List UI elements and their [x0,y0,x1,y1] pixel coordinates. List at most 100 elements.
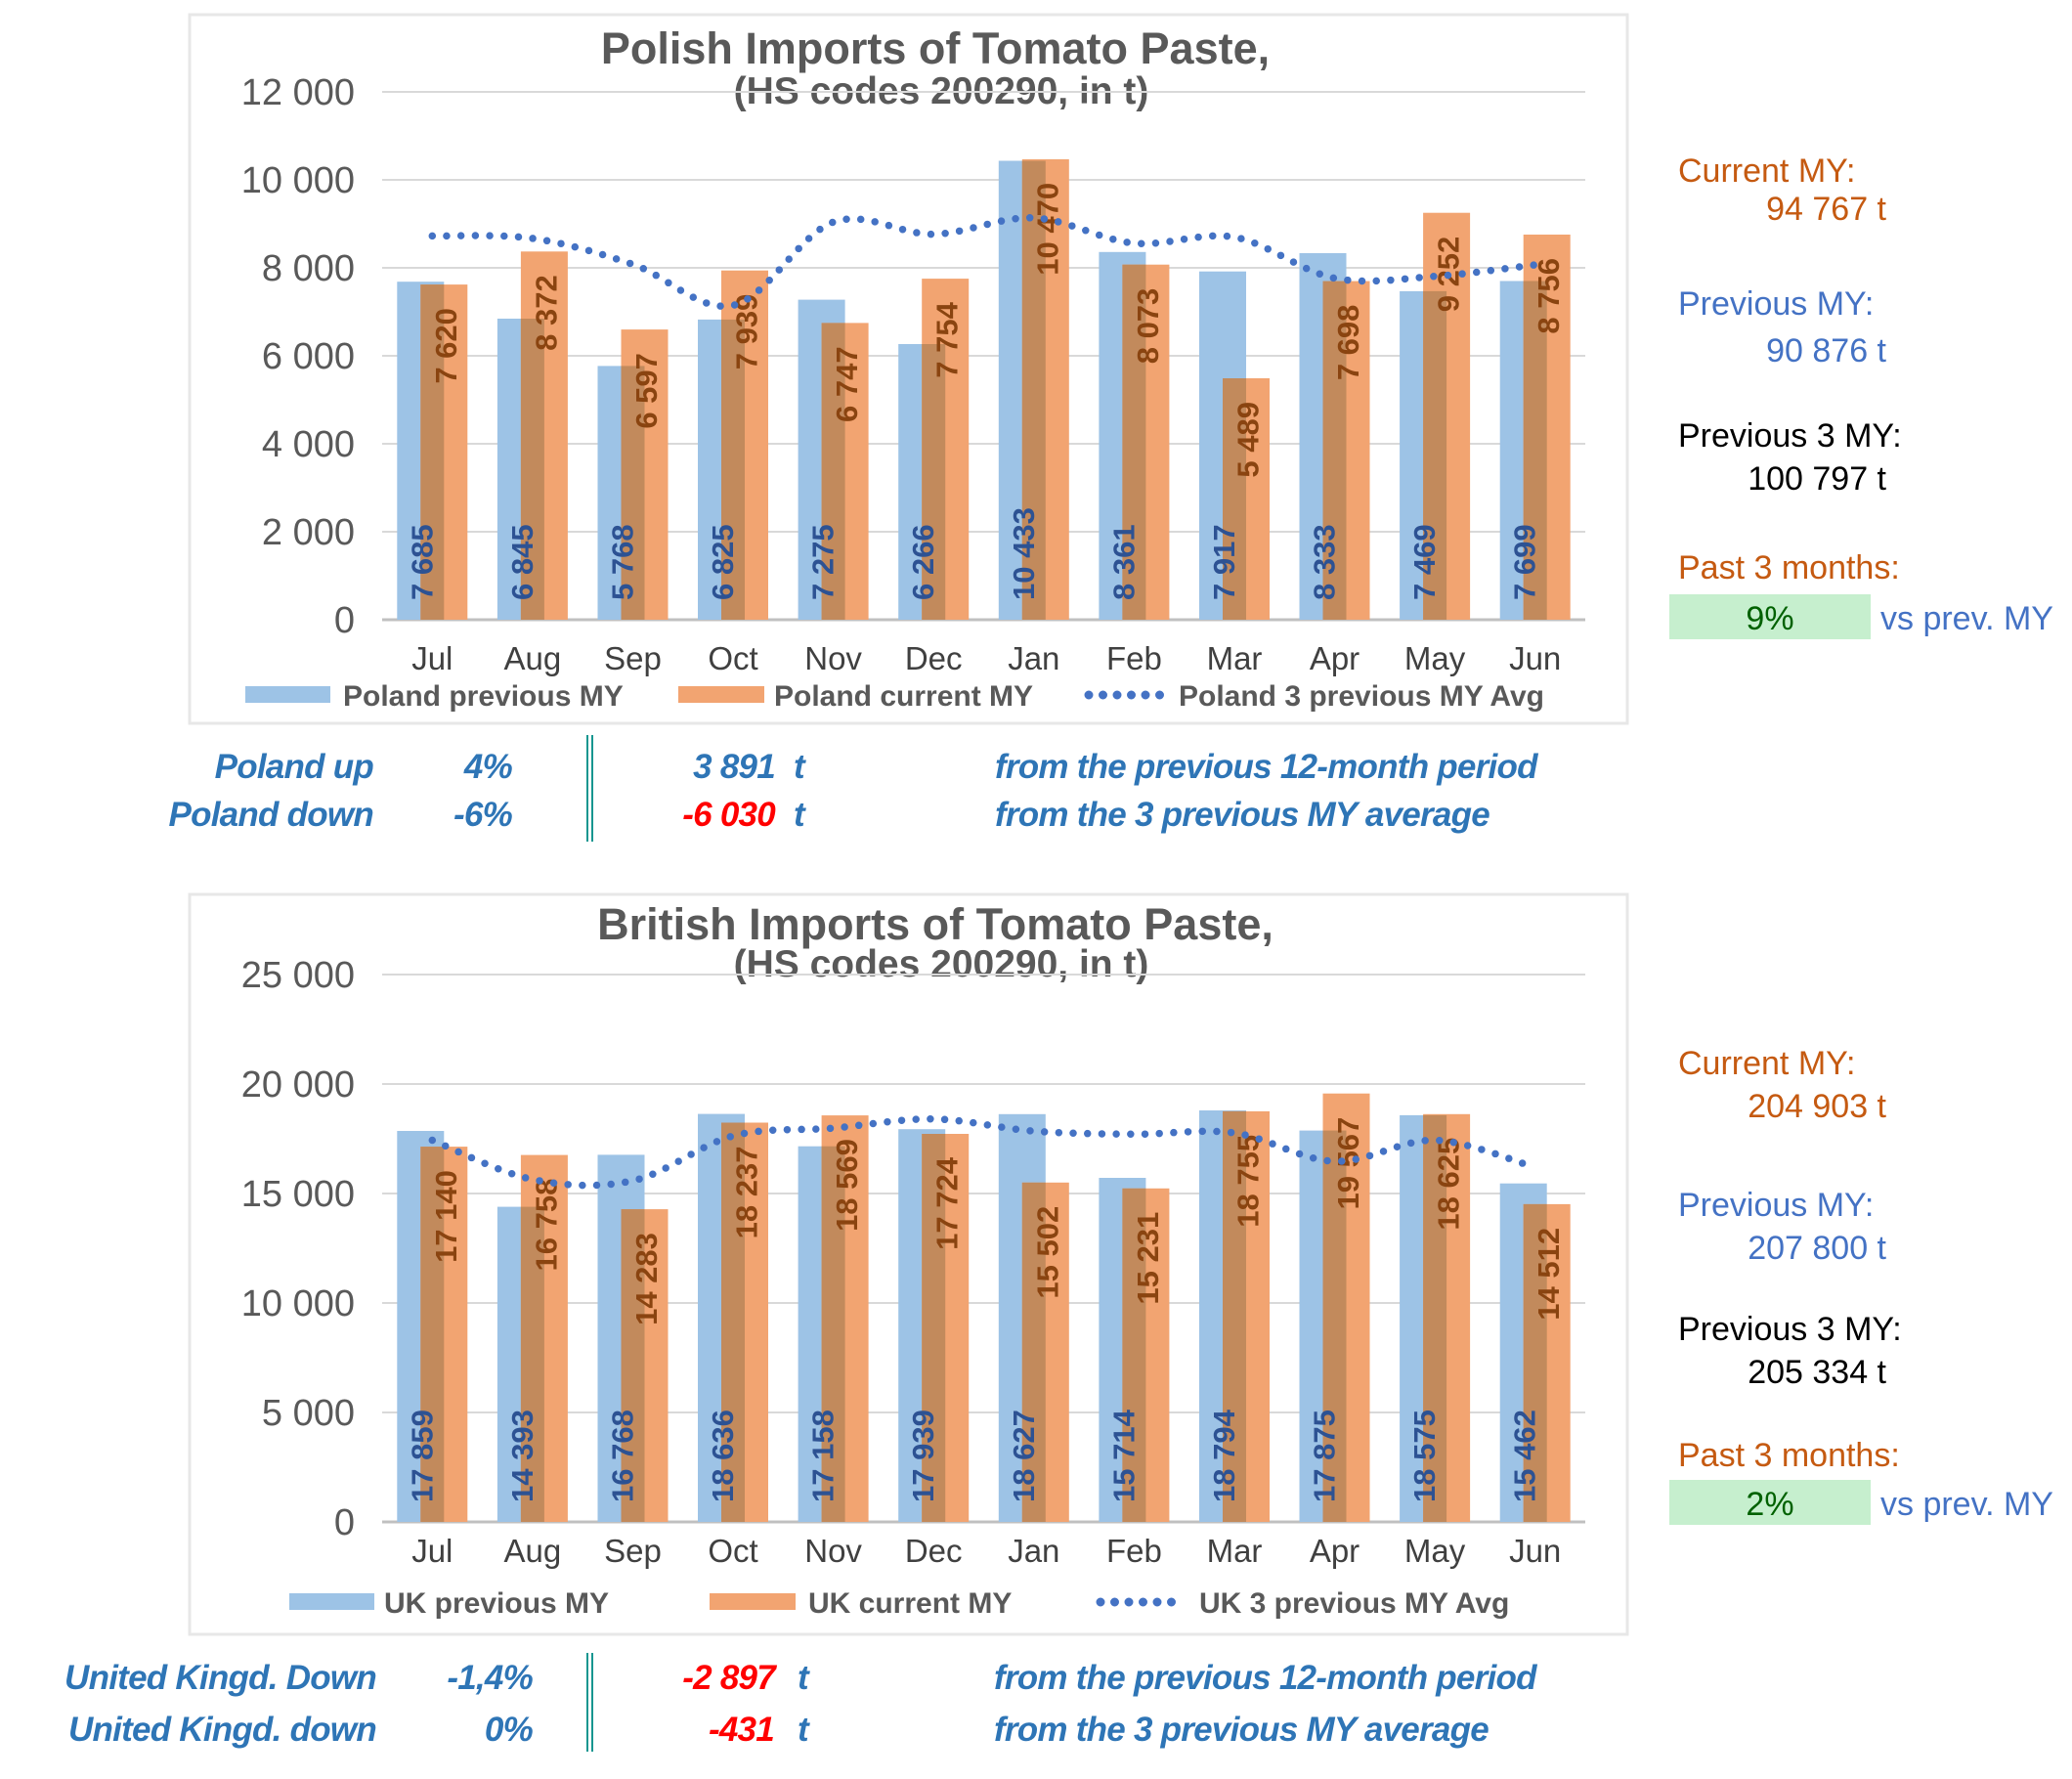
svg-text:15 462: 15 462 [1508,1410,1542,1502]
svg-text:8 361: 8 361 [1106,524,1141,600]
svg-text:12 000: 12 000 [241,72,355,113]
svg-text:Mar: Mar [1207,1533,1263,1569]
svg-text:14 393: 14 393 [505,1410,540,1502]
svg-text:vs prev. MY: vs prev. MY [1880,600,2053,637]
svg-text:UK 3 previous MY Avg: UK 3 previous MY Avg [1199,1587,1509,1620]
svg-text:18 636: 18 636 [706,1410,740,1502]
svg-text:0%: 0% [485,1711,534,1749]
svg-text:Aug: Aug [504,1533,562,1569]
svg-text:Poland 3 previous MY Avg: Poland 3 previous MY Avg [1179,680,1544,713]
svg-text:7 699: 7 699 [1508,524,1542,600]
svg-text:-6 030: -6 030 [682,796,776,834]
svg-text:Polish Imports of Tomato Paste: Polish Imports of Tomato Paste, [601,23,1270,73]
svg-text:Jun: Jun [1509,1533,1561,1569]
svg-text:-431: -431 [709,1711,774,1749]
svg-text:6 266: 6 266 [906,524,940,600]
svg-text:Dec: Dec [905,1533,963,1569]
svg-text:18 625: 18 625 [1432,1138,1466,1231]
svg-text:t: t [794,796,806,834]
svg-text:6 000: 6 000 [262,336,355,377]
svg-text:19 567: 19 567 [1331,1117,1365,1210]
svg-text:94 767 t: 94 767 t [1766,191,1886,228]
svg-text:204 903 t: 204 903 t [1748,1088,1886,1125]
svg-text:3 891: 3 891 [693,748,775,786]
svg-text:7 698: 7 698 [1331,305,1365,381]
svg-text:0: 0 [334,600,355,641]
svg-text:16 758: 16 758 [529,1179,563,1272]
svg-text:90 876 t: 90 876 t [1766,332,1886,369]
svg-text:Current MY:: Current MY: [1678,1045,1855,1082]
svg-text:Feb: Feb [1106,640,1162,676]
svg-text:Apr: Apr [1310,1533,1360,1569]
svg-text:20 000: 20 000 [241,1064,355,1106]
svg-text:17 859: 17 859 [405,1410,439,1502]
svg-text:Oct: Oct [708,640,757,676]
svg-text:7 620: 7 620 [429,308,463,384]
svg-text:6 597: 6 597 [629,353,664,429]
svg-text:Jul: Jul [411,1533,453,1569]
svg-text:British Imports of Tomato Past: British Imports of Tomato Paste, [597,899,1273,949]
svg-text:18 575: 18 575 [1407,1410,1442,1502]
svg-text:-2 897: -2 897 [682,1659,777,1697]
svg-text:18 755: 18 755 [1231,1135,1266,1228]
svg-text:7 275: 7 275 [806,524,841,600]
svg-text:5 489: 5 489 [1231,402,1266,478]
svg-text:15 714: 15 714 [1106,1409,1141,1502]
svg-text:Previous 3 MY:: Previous 3 MY: [1678,1311,1902,1348]
svg-text:Oct: Oct [708,1533,757,1569]
svg-text:4%: 4% [463,748,513,786]
svg-text:18 627: 18 627 [1007,1410,1041,1502]
svg-text:Past 3 months:: Past 3 months: [1678,549,1900,586]
svg-text:8 333: 8 333 [1308,524,1342,600]
svg-text:United Kingd. down: United Kingd. down [68,1711,376,1749]
svg-text:10 470: 10 470 [1030,183,1064,276]
svg-text:from the previous 12-month per: from the previous 12-month period [995,748,1538,786]
svg-text:4 000: 4 000 [262,424,355,465]
svg-text:7 685: 7 685 [405,524,439,600]
svg-text:0: 0 [334,1502,355,1543]
svg-text:25 000: 25 000 [241,955,355,996]
svg-text:Jul: Jul [411,640,453,676]
svg-text:vs prev. MY: vs prev. MY [1880,1486,2053,1523]
svg-text:5 000: 5 000 [262,1393,355,1434]
svg-text:10 000: 10 000 [241,1283,355,1324]
svg-text:6 747: 6 747 [830,346,864,422]
svg-text:May: May [1404,640,1466,676]
svg-text:(HS codes 200290, in t): (HS codes 200290, in t) [734,943,1149,985]
svg-text:Feb: Feb [1106,1533,1162,1569]
svg-text:2%: 2% [1746,1486,1793,1523]
svg-text:14 512: 14 512 [1532,1228,1566,1321]
svg-text:5 768: 5 768 [606,524,640,600]
svg-text:8 756: 8 756 [1532,258,1566,334]
svg-text:Nov: Nov [804,1533,862,1569]
svg-text:17 140: 17 140 [429,1170,463,1263]
svg-text:17 158: 17 158 [806,1410,841,1502]
svg-text:10 000: 10 000 [241,160,355,201]
svg-text:15 502: 15 502 [1030,1206,1064,1299]
svg-text:Previous MY:: Previous MY: [1678,285,1874,323]
svg-text:18 569: 18 569 [830,1139,864,1232]
svg-text:-1,4%: -1,4% [447,1659,533,1697]
svg-text:Poland up: Poland up [215,748,374,786]
svg-text:Current MY:: Current MY: [1678,152,1855,190]
svg-text:Poland previous MY: Poland previous MY [343,680,624,713]
svg-text:Aug: Aug [504,640,562,676]
svg-text:UK current MY: UK current MY [808,1587,1012,1620]
svg-text:8 073: 8 073 [1131,288,1165,365]
svg-text:May: May [1404,1533,1466,1569]
svg-text:8 372: 8 372 [529,275,563,351]
svg-text:t: t [794,748,806,786]
svg-text:United Kingd. Down: United Kingd. Down [65,1659,376,1697]
svg-text:16 768: 16 768 [606,1410,640,1502]
svg-text:7 917: 7 917 [1207,524,1241,600]
svg-text:18 237: 18 237 [730,1147,764,1239]
svg-text:17 875: 17 875 [1308,1410,1342,1502]
svg-text:15 000: 15 000 [241,1174,355,1215]
svg-text:-6%: -6% [453,796,513,834]
svg-text:14 283: 14 283 [629,1233,664,1325]
svg-text:from the previous 12-month per: from the previous 12-month period [994,1659,1537,1697]
svg-text:18 794: 18 794 [1207,1409,1241,1502]
svg-text:Sep: Sep [604,640,662,676]
svg-text:Dec: Dec [905,640,963,676]
svg-text:6 845: 6 845 [505,524,540,600]
